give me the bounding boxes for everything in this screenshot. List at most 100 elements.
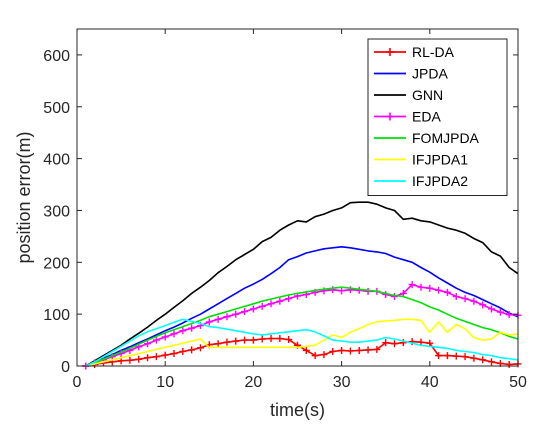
legend-label: EDA xyxy=(412,109,441,125)
data-point-rl-da xyxy=(311,352,319,360)
data-point-rl-da xyxy=(373,345,381,353)
series-fomjpda xyxy=(85,286,519,367)
data-point-rl-da xyxy=(196,344,204,352)
data-point-eda xyxy=(241,308,249,316)
data-point-eda xyxy=(461,295,469,303)
data-point-eda xyxy=(223,313,231,321)
data-point-eda xyxy=(276,297,284,305)
data-point-eda xyxy=(496,308,504,316)
data-point-rl-da xyxy=(355,346,363,354)
legend-item-jpda: JPDA xyxy=(374,66,448,82)
data-point-eda xyxy=(426,284,434,292)
y-tick-label: 100 xyxy=(43,307,70,324)
data-point-rl-da xyxy=(276,335,284,343)
legend-marker xyxy=(386,48,394,56)
data-point-rl-da xyxy=(126,356,134,364)
data-point-eda xyxy=(144,340,152,348)
data-point-eda xyxy=(232,310,240,318)
data-point-rl-da xyxy=(135,355,143,363)
legend-item-rl-da: RL-DA xyxy=(374,44,455,60)
data-point-eda xyxy=(408,281,416,289)
data-point-rl-da xyxy=(258,335,266,343)
data-point-rl-da xyxy=(161,351,169,359)
data-point-rl-da xyxy=(320,351,328,359)
data-point-rl-da xyxy=(391,340,399,348)
data-point-rl-da xyxy=(364,346,372,354)
legend-label: IFJPDA2 xyxy=(412,173,468,189)
data-point-rl-da xyxy=(302,346,310,354)
series-line-ifjpda2 xyxy=(85,318,519,367)
data-point-rl-da xyxy=(461,353,469,361)
legend-label: GNN xyxy=(412,87,443,103)
data-point-eda xyxy=(267,300,275,308)
data-point-eda xyxy=(488,305,496,313)
data-point-eda xyxy=(188,324,196,332)
data-point-eda xyxy=(214,315,222,323)
series-line-fomjpda xyxy=(85,286,519,367)
data-point-eda xyxy=(443,288,451,296)
data-point-eda xyxy=(435,286,443,294)
data-point-rl-da xyxy=(144,354,152,362)
y-tick-label: 600 xyxy=(43,48,70,65)
data-point-rl-da xyxy=(338,346,346,354)
legend-item-gnn: GNN xyxy=(374,87,443,103)
x-tick-label: 10 xyxy=(156,374,174,391)
series-jpda xyxy=(85,246,519,367)
legend-marker xyxy=(386,112,394,121)
plot-area xyxy=(82,201,522,370)
series-ifjpda2 xyxy=(85,318,519,367)
data-point-eda xyxy=(161,333,169,341)
legend-item-fomjpda: FOMJPDA xyxy=(374,130,480,146)
legend: RL-DA JPDA GNN EDA FOMJPDA IFJPDA1 IFJPDA2 xyxy=(367,38,508,196)
data-point-eda xyxy=(320,287,328,295)
legend-label: FOMJPDA xyxy=(412,130,480,146)
y-tick-label: 200 xyxy=(43,255,70,272)
data-point-rl-da xyxy=(329,347,337,355)
x-tick-label: 20 xyxy=(245,374,263,391)
data-point-eda xyxy=(152,336,160,344)
data-point-rl-da xyxy=(285,336,293,344)
data-point-rl-da xyxy=(382,339,390,347)
data-point-rl-da xyxy=(452,352,460,360)
data-point-rl-da xyxy=(346,347,354,355)
data-point-eda xyxy=(338,287,346,295)
data-point-rl-da xyxy=(223,338,231,346)
data-point-rl-da xyxy=(505,360,513,368)
data-point-rl-da xyxy=(152,353,160,361)
legend-label: RL-DA xyxy=(412,44,455,60)
x-axis-label: time(s) xyxy=(270,400,325,420)
y-tick-label: 0 xyxy=(61,359,70,376)
y-tick-label: 400 xyxy=(43,152,70,169)
data-point-rl-da xyxy=(179,347,187,355)
legend-label: JPDA xyxy=(412,66,448,82)
data-point-eda xyxy=(258,302,266,310)
series-gnn xyxy=(85,201,519,367)
data-point-rl-da xyxy=(232,337,240,345)
data-point-eda xyxy=(452,293,460,301)
data-point-eda xyxy=(170,330,178,338)
data-point-eda xyxy=(417,283,425,291)
data-point-eda xyxy=(285,295,293,303)
data-point-rl-da xyxy=(188,346,196,354)
data-point-eda xyxy=(470,297,478,305)
data-point-rl-da xyxy=(249,336,257,344)
series-line-jpda xyxy=(85,246,519,367)
y-axis-label: position error(m) xyxy=(14,131,34,263)
data-point-rl-da xyxy=(488,358,496,366)
x-tick-label: 30 xyxy=(333,374,351,391)
legend-item-eda: EDA xyxy=(374,109,441,125)
series-line-gnn xyxy=(85,201,519,367)
legend-label: IFJPDA1 xyxy=(412,152,468,168)
data-point-eda xyxy=(505,311,513,319)
data-point-eda xyxy=(479,301,487,309)
data-point-rl-da xyxy=(435,352,443,360)
data-point-rl-da xyxy=(214,340,222,348)
legend-item-ifjpda2: IFJPDA2 xyxy=(374,173,468,189)
series-line-ifjpda1 xyxy=(85,318,519,367)
data-point-eda xyxy=(249,305,257,313)
data-point-rl-da xyxy=(267,335,275,343)
x-tick-label: 40 xyxy=(421,374,439,391)
data-point-rl-da xyxy=(470,354,478,362)
data-point-eda xyxy=(205,318,213,326)
